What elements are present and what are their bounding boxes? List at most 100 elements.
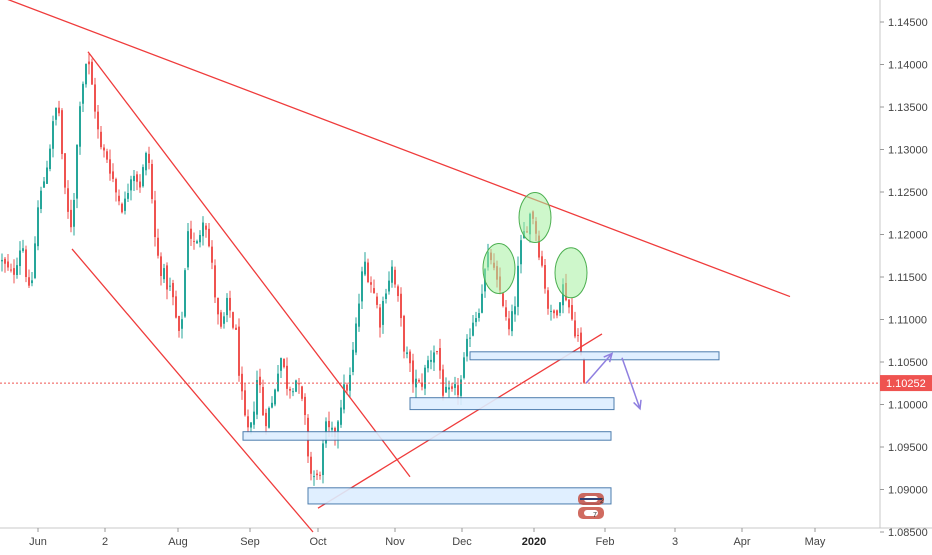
candle-body (202, 222, 204, 237)
candle (133, 169, 135, 192)
candle (541, 250, 543, 268)
candle-body (502, 293, 504, 306)
candle (142, 164, 144, 188)
candle (178, 315, 180, 338)
candle-body (397, 286, 399, 297)
candle-body (76, 144, 78, 199)
candle (511, 304, 513, 337)
candle (184, 268, 186, 318)
candle (235, 324, 237, 330)
candle (79, 101, 81, 155)
candle-body (352, 349, 354, 373)
candle (439, 338, 441, 379)
candle (1, 253, 3, 272)
candle (544, 258, 546, 294)
candle-body (130, 179, 132, 191)
candle (403, 314, 405, 359)
candle (301, 385, 303, 402)
candle-body (421, 382, 423, 387)
y-tick-label: 1.14500 (888, 17, 928, 29)
candle-body (91, 61, 93, 85)
candle-body (88, 61, 90, 65)
trendline (71, 248, 314, 533)
candle-body (544, 265, 546, 289)
candle-body (433, 352, 435, 363)
candle (25, 245, 27, 283)
candle (271, 396, 273, 409)
candle (508, 310, 510, 336)
candle-body (61, 110, 63, 154)
candle (121, 202, 123, 214)
candle-body (40, 190, 42, 210)
candle (247, 409, 249, 433)
candle (190, 220, 192, 246)
candle (145, 151, 147, 176)
candle (568, 299, 570, 314)
candle (265, 408, 267, 435)
candle (55, 107, 57, 126)
candle (262, 379, 264, 416)
candle-body (553, 310, 555, 314)
candle-body (427, 360, 429, 369)
candle (463, 352, 465, 380)
y-tick-label: 1.13000 (888, 145, 928, 157)
candle-body (382, 300, 384, 325)
candle-body (205, 225, 207, 230)
y-tick-label: 1.11500 (888, 272, 927, 284)
candle-body (538, 235, 540, 258)
candle-body (226, 297, 228, 316)
grid-layer (0, 0, 932, 529)
candle-body (442, 369, 444, 396)
candle (313, 470, 315, 486)
candle (88, 53, 90, 75)
candle (70, 199, 72, 233)
svg-text:7: 7 (593, 512, 597, 519)
candle (127, 183, 129, 203)
candle-body (262, 386, 264, 416)
candle-body (343, 384, 345, 410)
candle-body (160, 256, 162, 276)
x-tick-label: 2 (102, 536, 108, 548)
candle-body (157, 237, 159, 256)
last-price-badge (880, 375, 932, 392)
candle-body (148, 153, 150, 163)
x-tick-label: 2020 (522, 536, 546, 548)
candle (82, 81, 84, 112)
candle (517, 256, 519, 316)
candle-body (337, 421, 339, 441)
candle (232, 311, 234, 330)
candle-body (361, 271, 363, 302)
candle (256, 370, 258, 420)
support-zone (242, 431, 612, 441)
candle (214, 259, 216, 304)
candle-body (478, 313, 480, 318)
candle-body (199, 235, 201, 243)
candle-body (508, 318, 510, 330)
candle (505, 300, 507, 321)
y-tick-label: 1.12000 (888, 230, 928, 242)
candle (304, 393, 306, 425)
candle-body (142, 167, 144, 187)
candle-body (424, 367, 426, 389)
candle-body (292, 391, 294, 393)
candle-body (250, 422, 252, 428)
candle (73, 193, 75, 236)
candle (169, 277, 171, 291)
candle-body (376, 296, 378, 305)
candle (394, 266, 396, 288)
candle (22, 239, 24, 253)
candle (418, 378, 420, 384)
candle (340, 399, 342, 428)
candle (310, 451, 312, 481)
candle-body (460, 379, 462, 396)
candle-body (409, 351, 411, 364)
candle-body (310, 456, 312, 474)
candle-body (268, 408, 270, 428)
candle-body (136, 174, 138, 182)
candle (4, 256, 6, 273)
candle-body (283, 358, 285, 368)
candle-body (571, 305, 573, 320)
candle-body (286, 365, 288, 389)
